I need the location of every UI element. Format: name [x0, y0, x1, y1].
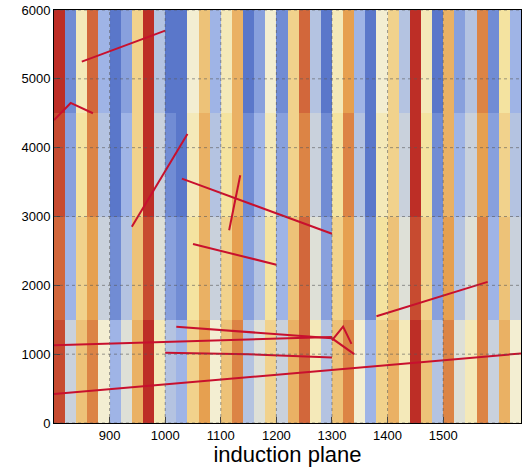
svg-text:3000: 3000	[21, 209, 50, 224]
svg-text:1500: 1500	[429, 428, 458, 443]
svg-text:900: 900	[99, 428, 121, 443]
svg-text:5000: 5000	[21, 71, 50, 86]
svg-text:4000: 4000	[21, 140, 50, 155]
svg-text:0: 0	[43, 416, 50, 431]
svg-text:1000: 1000	[151, 428, 180, 443]
svg-text:6000: 6000	[21, 3, 50, 18]
svg-text:2000: 2000	[21, 278, 50, 293]
svg-text:1200: 1200	[262, 428, 291, 443]
svg-text:1400: 1400	[373, 428, 402, 443]
svg-text:1300: 1300	[318, 428, 347, 443]
svg-text:1100: 1100	[207, 428, 235, 443]
svg-text:induction plane: induction plane	[213, 442, 361, 467]
svg-text:1000: 1000	[21, 347, 50, 362]
